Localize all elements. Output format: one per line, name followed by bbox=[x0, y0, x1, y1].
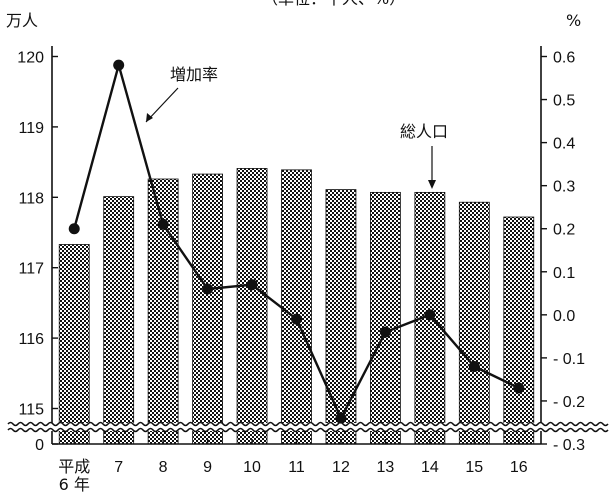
left-tick-label-2: 116 bbox=[18, 331, 44, 348]
right-tick-label-1: - 0.2 bbox=[553, 394, 585, 411]
x-tick-label-8: 14 bbox=[421, 459, 439, 476]
right-tick-label-3: 0.0 bbox=[553, 308, 575, 325]
x-label-group: 平成 6 年 7 8 9 10 11 12 13 14 15 16 bbox=[58, 439, 528, 494]
left-tick-label-0: 0 bbox=[35, 437, 44, 454]
growth-rate-point-7 bbox=[379, 326, 391, 338]
x-tick-label-9: 15 bbox=[465, 459, 483, 476]
population-bar-4 bbox=[236, 168, 268, 445]
right-tick-label-9: 0.6 bbox=[553, 50, 575, 67]
population-bar-10 bbox=[503, 216, 535, 445]
population-bar-7 bbox=[370, 191, 401, 445]
growth-rate-points bbox=[68, 59, 525, 424]
right-tick-label-2: - 0.1 bbox=[553, 351, 585, 368]
growth-rate-arrowhead bbox=[146, 113, 153, 122]
left-axis-unit: 万人 bbox=[6, 11, 38, 30]
growth-rate-point-8 bbox=[424, 309, 436, 321]
growth-rate-point-5 bbox=[291, 313, 302, 325]
right-tick-label-6: 0.3 bbox=[553, 179, 575, 196]
growth-rate-point-4 bbox=[246, 279, 258, 291]
x-tick-label-7: 13 bbox=[377, 459, 395, 476]
growth-rate-point-0 bbox=[68, 223, 80, 235]
population-bar-0 bbox=[58, 244, 90, 445]
x-tick-label-2: 8 bbox=[159, 459, 168, 476]
x-tick-label-10: 16 bbox=[510, 459, 528, 476]
population-bar-3 bbox=[192, 173, 223, 445]
x-tick-label-4: 10 bbox=[243, 459, 261, 476]
x-tick-label-5: 11 bbox=[288, 459, 305, 476]
population-bar-5 bbox=[281, 169, 312, 445]
right-tick-label-8: 0.5 bbox=[553, 93, 575, 110]
right-tick-label-0: - 0.3 bbox=[553, 437, 585, 454]
growth-rate-point-1 bbox=[113, 59, 125, 71]
growth-rate-label: 増加率 bbox=[170, 65, 218, 84]
population-bar-6 bbox=[325, 189, 357, 445]
x-tick-label-3: 9 bbox=[203, 459, 212, 476]
right-tick-label-4: 0.1 bbox=[553, 265, 575, 282]
right-tick-label-5: 0.2 bbox=[553, 222, 575, 239]
population-bar-1 bbox=[103, 196, 135, 445]
left-tick-label-1: 115 bbox=[18, 402, 44, 419]
growth-rate-point-10 bbox=[513, 382, 525, 394]
left-tick-label-3: 117 bbox=[18, 261, 44, 278]
left-tick-label-6: 120 bbox=[17, 50, 44, 67]
population-arrowhead bbox=[428, 180, 436, 189]
x-tick-label-6: 12 bbox=[332, 459, 350, 476]
population-bars bbox=[58, 168, 535, 445]
growth-rate-leader bbox=[145, 87, 179, 123]
left-tick-label-4: 118 bbox=[18, 190, 44, 207]
left-tick-group: 0 115 116 117 118 119 120 bbox=[17, 50, 58, 454]
growth-rate-point-2 bbox=[157, 218, 169, 230]
right-axis-unit: % bbox=[566, 11, 581, 30]
population-bar-2 bbox=[147, 178, 179, 445]
chart-title: （単位：千人、%） bbox=[262, 0, 405, 8]
growth-rate-point-6 bbox=[335, 412, 347, 424]
growth-rate-point-3 bbox=[202, 283, 214, 295]
growth-rate-point-9 bbox=[468, 361, 480, 372]
population-label: 総人口 bbox=[400, 122, 448, 141]
population-bar-9 bbox=[458, 201, 490, 445]
right-tick-group: - 0.3 - 0.2 - 0.1 0.0 0.1 0.2 0.3 0.4 0.5 0.6 bbox=[541, 50, 585, 454]
x-tick-label-1: 7 bbox=[114, 459, 123, 476]
right-tick-label-7: 0.4 bbox=[553, 136, 575, 153]
x-tick-label-0: 平成 6 年 bbox=[58, 457, 90, 494]
left-tick-label-5: 119 bbox=[18, 120, 44, 137]
axis-break bbox=[7, 421, 609, 433]
